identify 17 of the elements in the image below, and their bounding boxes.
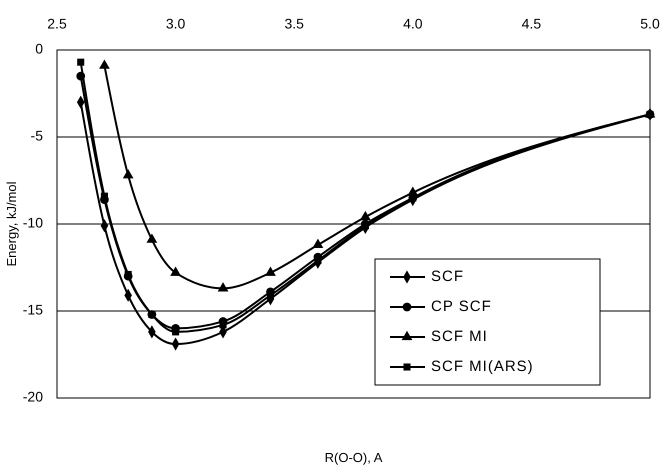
legend-label: CP SCF: [431, 298, 492, 315]
y-tick-label: 0: [35, 40, 44, 57]
x-tick-label: 5.0: [640, 15, 660, 32]
y-tick-label: -20: [22, 388, 44, 405]
y-tick-label: -5: [30, 128, 44, 144]
y-tick-label: -10: [22, 214, 44, 231]
x-tick-label: 4.5: [522, 15, 542, 32]
x-tick-label: 2.5: [47, 15, 67, 32]
x-tick-label: 3.5: [284, 15, 304, 32]
x-tick-label: 3.0: [166, 15, 186, 32]
legend-label: SCF MI(ARS): [431, 358, 534, 375]
y-axis-title: Energy, kJ/mol: [4, 181, 19, 267]
y-tick-label: -15: [22, 302, 44, 318]
x-tick-label: 4.0: [403, 15, 423, 32]
x-axis-title: R(O-O), A: [324, 450, 383, 465]
legend-label: SCF MI: [431, 328, 488, 345]
legend-label: SCF: [431, 268, 464, 285]
